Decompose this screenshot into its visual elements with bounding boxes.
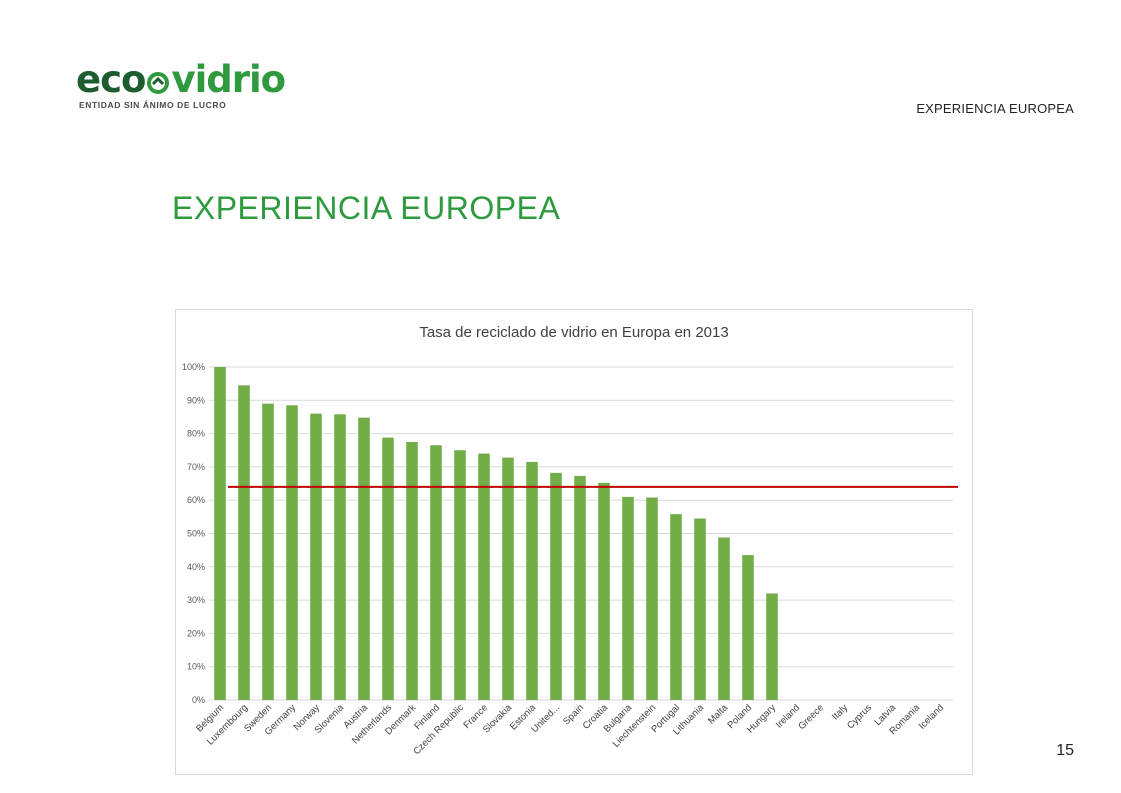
x-tick-label: Greece xyxy=(796,702,826,732)
bar xyxy=(694,518,706,700)
y-tick-label: 90% xyxy=(187,395,205,405)
logo-word-vidrio: vidrio xyxy=(171,58,286,101)
bar xyxy=(310,413,322,700)
recycle-arrow-icon xyxy=(146,63,170,94)
bar xyxy=(406,441,418,700)
bar xyxy=(718,537,730,700)
bar xyxy=(670,514,682,700)
x-tick-label: Iceland xyxy=(917,702,946,731)
page-title: EXPERIENCIA EUROPEA xyxy=(172,190,561,226)
x-tick-label: Italy xyxy=(830,702,850,722)
bar xyxy=(550,472,562,700)
bar xyxy=(382,437,394,700)
bar xyxy=(598,482,610,700)
bar xyxy=(262,403,274,700)
y-tick-label: 20% xyxy=(187,628,205,638)
bar xyxy=(454,450,466,700)
x-tick-label: Cyprus xyxy=(845,702,874,731)
chart-container: Tasa de reciclado de vidrio en Europa en… xyxy=(175,309,973,775)
bar xyxy=(766,593,778,700)
bar xyxy=(622,496,634,700)
bar xyxy=(286,405,298,700)
bar xyxy=(742,555,754,700)
bar xyxy=(646,497,658,700)
bar xyxy=(358,417,370,700)
bar xyxy=(526,461,538,700)
bar xyxy=(430,445,442,700)
bar xyxy=(238,385,250,700)
y-tick-label: 30% xyxy=(187,595,205,605)
page-number: 15 xyxy=(1056,742,1074,759)
y-tick-label: 10% xyxy=(187,662,205,672)
bar xyxy=(214,367,226,700)
y-tick-label: 100% xyxy=(182,362,205,372)
bar xyxy=(478,453,490,700)
y-tick-label: 60% xyxy=(187,495,205,505)
y-tick-label: 70% xyxy=(187,462,205,472)
logo-word-eco: eco xyxy=(76,58,146,101)
bar xyxy=(574,475,586,700)
y-tick-label: 80% xyxy=(187,429,205,439)
header-section-label: EXPERIENCIA EUROPEA xyxy=(916,101,1074,116)
ecovidrio-logo: eco vidrio ENTIDAD SIN ÁNIMO DE LUCRO xyxy=(76,58,286,112)
bar xyxy=(502,457,514,700)
logo-wordmark: eco vidrio xyxy=(76,58,286,101)
logo-tagline: ENTIDAD SIN ÁNIMO DE LUCRO xyxy=(79,100,227,110)
y-tick-label: 0% xyxy=(192,695,205,705)
bar xyxy=(334,414,346,700)
y-tick-label: 50% xyxy=(187,529,205,539)
bar-chart: 0%10%20%30%40%50%60%70%80%90%100%Belgium… xyxy=(182,362,958,757)
chart-title: Tasa de reciclado de vidrio en Europa en… xyxy=(419,324,729,341)
y-tick-label: 40% xyxy=(187,562,205,572)
